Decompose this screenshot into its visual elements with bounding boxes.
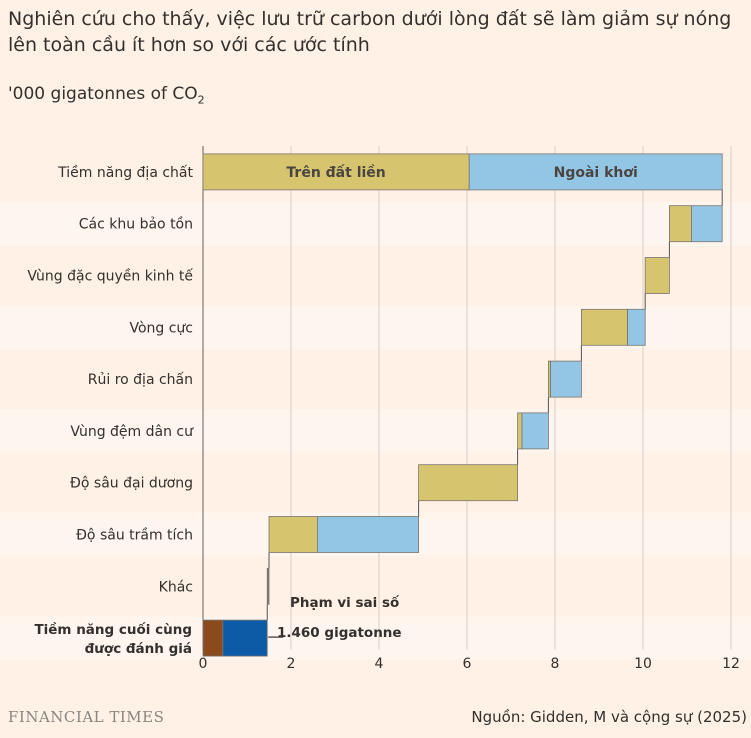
y-category-label: Các khu bảo tồn bbox=[79, 216, 193, 233]
bar-segment bbox=[202, 619, 224, 657]
y-category-label: Rủi ro địa chấn bbox=[88, 372, 193, 388]
y-category-label: Độ sâu đại dương bbox=[70, 476, 193, 492]
chart-subtitle: '000 gigatonnes of CO2 bbox=[8, 84, 205, 107]
x-tick-label: 6 bbox=[463, 656, 472, 672]
bar-segment bbox=[266, 567, 270, 605]
x-tick-label: 2 bbox=[287, 656, 296, 672]
bar-segment bbox=[644, 257, 670, 294]
bar-segment bbox=[521, 412, 549, 450]
y-category-label: Tiềm năng địa chất bbox=[57, 164, 193, 181]
x-tick-label: 10 bbox=[634, 656, 652, 672]
y-category-label: được đánh giá bbox=[85, 641, 192, 657]
chart-title: Nghiên cứu cho thấy, việc lưu trữ carbon… bbox=[8, 8, 732, 56]
x-tick-label: 12 bbox=[722, 656, 740, 672]
brand-logo: FINANCIAL TIMES bbox=[8, 708, 165, 726]
row-band bbox=[0, 409, 751, 453]
bar-segment bbox=[691, 205, 723, 243]
y-category-label: Vòng cực bbox=[129, 320, 193, 336]
y-category-label: Vùng đệm dân cư bbox=[70, 424, 194, 440]
bar-segment bbox=[268, 516, 318, 553]
x-tick-label: 4 bbox=[375, 656, 384, 672]
bar-segment bbox=[550, 360, 582, 398]
bar-segment bbox=[418, 464, 519, 502]
final-value-label: 1.460 gigatonne bbox=[277, 625, 402, 641]
y-category-label: Độ sâu trầm tích bbox=[76, 528, 193, 544]
x-tick-label: 0 bbox=[199, 656, 208, 672]
bar-segment bbox=[468, 153, 723, 191]
error-range-label: Phạm vi sai số bbox=[290, 594, 400, 611]
bar-segment bbox=[627, 308, 646, 346]
segment-label: Trên đất liền bbox=[286, 164, 385, 181]
x-tick-label: 8 bbox=[551, 656, 560, 672]
row-band bbox=[0, 201, 751, 246]
y-category-label: Vùng đặc quyền kinh tế bbox=[27, 268, 193, 285]
bar-segment bbox=[222, 619, 268, 657]
segment-label: Ngoài khơi bbox=[554, 165, 638, 181]
y-category-label: Tiềm năng cuối cùng bbox=[34, 621, 192, 638]
source-note: Nguồn: Gidden, M và cộng sự (2025) bbox=[471, 708, 747, 726]
bar-segment bbox=[669, 205, 692, 243]
row-band bbox=[0, 616, 751, 660]
y-category-label: Khác bbox=[159, 579, 193, 595]
bar-segment bbox=[581, 308, 629, 346]
bar-segment bbox=[316, 516, 419, 553]
bar-segment bbox=[517, 412, 523, 450]
